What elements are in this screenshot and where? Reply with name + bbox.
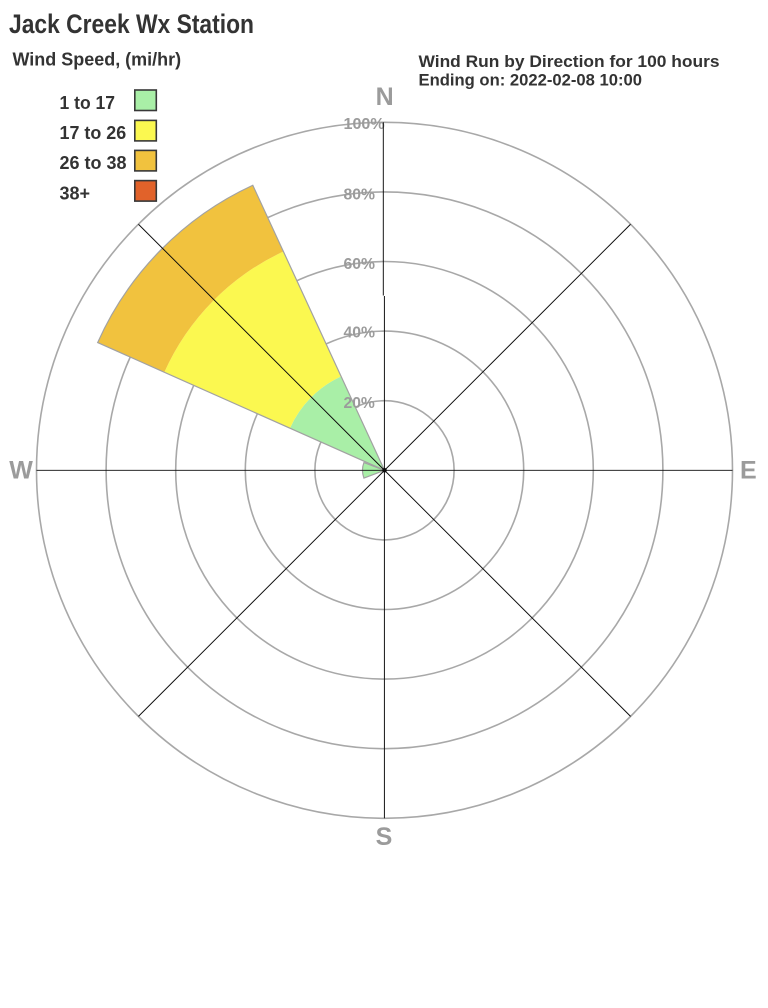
svg-text:Ending on: 2022-02-08 10:00: Ending on: 2022-02-08 10:00 [419, 72, 643, 90]
svg-text:38+: 38+ [60, 183, 91, 203]
svg-text:Wind Run by Direction for 100: Wind Run by Direction for 100 hours [419, 53, 720, 71]
svg-text:26 to 38: 26 to 38 [60, 153, 127, 173]
svg-text:20%: 20% [344, 395, 375, 412]
svg-text:Wind Speed, (mi/hr): Wind Speed, (mi/hr) [13, 49, 182, 70]
svg-text:80%: 80% [344, 187, 376, 204]
svg-text:1 to 17: 1 to 17 [60, 93, 116, 113]
svg-text:S: S [376, 823, 393, 851]
svg-text:100%: 100% [344, 116, 385, 133]
svg-text:60%: 60% [344, 256, 376, 273]
svg-text:W: W [9, 456, 33, 484]
svg-text:Jack Creek Wx Station: Jack Creek Wx Station [9, 9, 254, 39]
svg-text:40%: 40% [344, 325, 376, 342]
svg-text:17 to 26: 17 to 26 [60, 123, 127, 143]
svg-text:N: N [376, 83, 394, 111]
svg-text:E: E [740, 456, 757, 484]
